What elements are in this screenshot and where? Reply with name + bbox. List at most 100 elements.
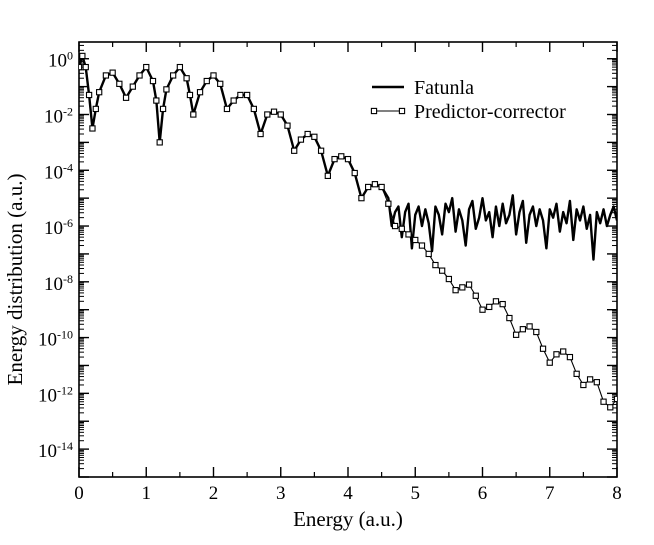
data-point-marker	[472, 292, 479, 299]
data-point-marker	[546, 359, 553, 366]
data-point-marker	[153, 97, 160, 104]
data-point-marker	[385, 200, 392, 207]
data-point-marker	[102, 72, 110, 79]
data-point-marker	[586, 376, 594, 383]
data-point-marker	[156, 139, 163, 146]
data-point-marker	[331, 155, 338, 163]
data-point-marker	[486, 303, 493, 311]
data-point-marker	[277, 111, 284, 118]
data-point-marker	[270, 108, 278, 115]
data-point-marker	[116, 80, 123, 87]
x-tick-label: 4	[343, 483, 353, 504]
data-point-marker	[432, 261, 439, 269]
x-axis-label: Energy (a.u.)	[293, 507, 403, 531]
legend-swatch-marker	[370, 107, 378, 115]
data-point-marker	[438, 267, 446, 274]
data-point-marker	[425, 250, 432, 258]
data-point-marker	[237, 91, 244, 99]
data-point-marker	[452, 287, 459, 294]
y-tick-label: 10-6	[44, 216, 73, 239]
data-point-marker	[223, 105, 231, 113]
data-point-marker	[210, 72, 217, 79]
data-point-marker	[196, 89, 204, 96]
data-point-marker	[183, 75, 190, 82]
series-group	[79, 52, 617, 411]
data-point-marker	[217, 80, 224, 87]
data-point-marker	[89, 125, 96, 132]
data-point-marker	[398, 225, 405, 232]
data-point-marker	[371, 181, 379, 188]
data-point-marker	[79, 52, 86, 60]
data-point-marker	[159, 105, 167, 113]
data-point-marker	[344, 155, 352, 163]
y-tick-label: 10-2	[44, 105, 73, 128]
data-point-marker	[560, 348, 567, 355]
data-point-marker	[317, 147, 325, 154]
data-point-marker	[190, 111, 197, 118]
data-point-marker	[143, 63, 150, 71]
data-point-marker	[96, 89, 103, 96]
legend-swatch-marker	[398, 107, 406, 115]
legend-label-predictor-corrector: Predictor-corrector	[414, 101, 566, 123]
data-point-marker	[358, 195, 365, 202]
data-point-marker	[600, 398, 607, 405]
data-point-marker	[613, 395, 617, 403]
data-point-marker	[264, 111, 271, 118]
data-point-marker	[459, 284, 466, 291]
data-point-marker	[250, 105, 257, 113]
data-point-marker	[243, 91, 251, 99]
y-tick-label: 10-12	[38, 383, 73, 406]
y-tick-label: 10-14	[38, 439, 73, 462]
data-point-marker	[593, 379, 600, 386]
legend-label-fatunla: Fatunla	[414, 77, 474, 99]
data-point-marker	[365, 183, 372, 191]
y-tick-label: 10-8	[44, 272, 73, 295]
y-axis-label: Energy distribution (a.u.)	[3, 174, 27, 386]
data-point-marker	[203, 77, 210, 85]
data-point-marker	[526, 323, 533, 330]
data-point-marker	[82, 63, 89, 71]
data-point-marker	[291, 147, 298, 154]
data-point-marker	[566, 353, 574, 361]
data-point-marker	[418, 242, 426, 249]
data-point-marker	[129, 83, 136, 90]
data-point-marker	[405, 231, 412, 238]
data-point-marker	[176, 63, 184, 71]
x-tick-label: 7	[545, 483, 555, 504]
x-tick-label: 1	[142, 483, 152, 504]
data-point-marker	[163, 86, 170, 93]
data-point-marker	[338, 153, 345, 160]
data-point-marker	[122, 94, 130, 101]
data-point-marker	[378, 183, 385, 191]
x-tick-label: 2	[209, 483, 219, 504]
data-point-marker	[499, 300, 506, 308]
data-point-marker	[391, 222, 399, 230]
data-point-marker	[539, 345, 547, 352]
data-point-marker	[85, 91, 93, 99]
x-tick-label: 5	[411, 483, 421, 504]
data-point-marker	[297, 136, 305, 143]
y-tick-label: 10-10	[38, 328, 73, 351]
data-point-marker	[351, 169, 358, 177]
x-tick-label: 8	[612, 483, 622, 504]
data-point-marker	[92, 105, 99, 113]
data-point-marker	[607, 404, 614, 411]
data-point-marker	[506, 314, 513, 322]
data-point-marker	[311, 133, 318, 140]
data-point-marker	[512, 331, 520, 338]
data-point-marker	[465, 281, 473, 288]
data-point-marker	[257, 130, 264, 138]
x-tick-label: 0	[74, 483, 84, 504]
data-point-marker	[533, 328, 540, 336]
x-tick-label: 6	[478, 483, 488, 504]
x-tick-label: 3	[276, 483, 286, 504]
data-point-marker	[519, 326, 526, 333]
data-point-marker	[304, 130, 311, 138]
y-tick-label: 10-4	[44, 160, 73, 183]
data-point-marker	[573, 370, 580, 377]
data-point-marker	[230, 97, 237, 104]
data-point-marker	[445, 275, 453, 283]
data-point-marker	[79, 63, 83, 71]
data-point-marker	[109, 69, 116, 76]
